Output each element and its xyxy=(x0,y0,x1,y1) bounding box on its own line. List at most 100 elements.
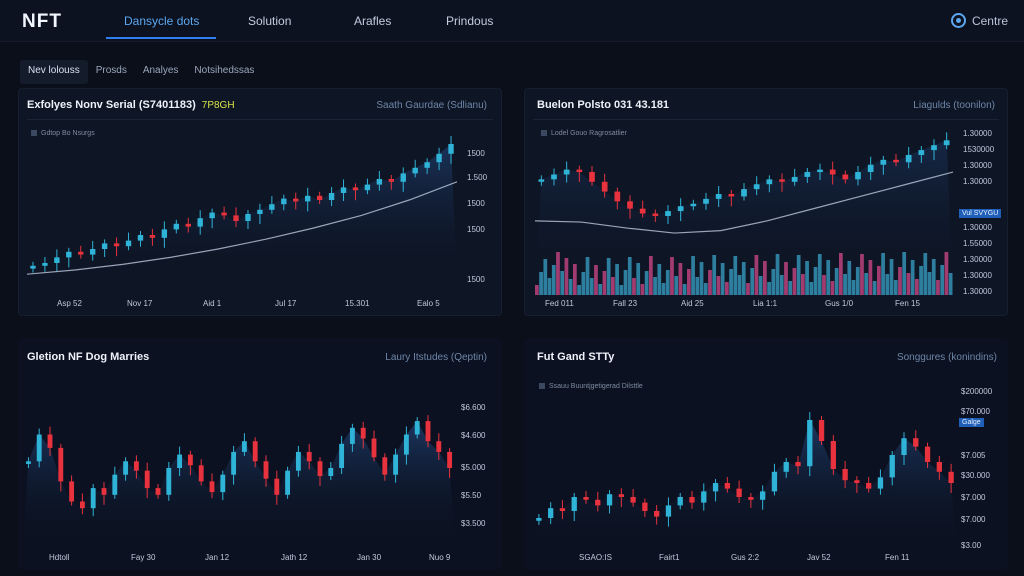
candle-body xyxy=(595,499,601,506)
candle-body xyxy=(779,179,785,182)
candle-body xyxy=(842,469,848,481)
volume-bar xyxy=(644,271,649,295)
panel-3-y-label: $5.50 xyxy=(461,491,482,500)
panel-4-y-label: $30.000 xyxy=(961,471,990,480)
candle-body xyxy=(58,447,64,482)
candle-body xyxy=(818,420,825,441)
candle-body xyxy=(548,508,554,518)
candle-body xyxy=(376,179,383,185)
volume-bar xyxy=(872,281,877,295)
candle-body xyxy=(665,211,671,216)
panel-1-divider xyxy=(27,119,493,120)
candle-body xyxy=(639,208,646,214)
candle-body xyxy=(893,159,899,163)
volume-bar xyxy=(763,261,767,295)
volume-bar xyxy=(754,255,759,295)
candle-body xyxy=(269,204,275,210)
volume-bar xyxy=(923,253,928,295)
volume-bar xyxy=(733,256,738,295)
candle-body xyxy=(173,223,179,230)
panel-1-y-label: 1.500 xyxy=(467,173,488,182)
volume-bar xyxy=(691,256,695,295)
candle-body xyxy=(149,235,156,238)
candle-body xyxy=(736,488,742,497)
candle-body xyxy=(728,194,735,197)
volume-bar xyxy=(581,272,586,295)
panel-2-candlestick-chart[interactable] xyxy=(534,125,954,295)
panel-3-x-label: Nuo 9 xyxy=(429,553,451,562)
centre-menu[interactable]: Centre xyxy=(950,13,1008,28)
candle-body xyxy=(447,451,453,468)
panel-2-x-label: Fed 011 xyxy=(545,299,574,308)
panel-2-x-label: Fen 15 xyxy=(895,299,920,308)
volume-bar xyxy=(577,285,581,295)
candle-body xyxy=(414,421,420,435)
candle-body xyxy=(241,441,247,452)
candle-body xyxy=(161,229,168,238)
panel-2-x-label: Aid 25 xyxy=(681,299,704,308)
volume-bar xyxy=(678,263,683,295)
candle-body xyxy=(209,481,215,493)
candle-body xyxy=(448,144,454,154)
app-logo[interactable]: NFT xyxy=(22,11,62,32)
candle-body xyxy=(855,172,861,180)
active-tab-indicator xyxy=(106,37,216,39)
volume-bar xyxy=(784,262,788,295)
volume-bar xyxy=(902,252,907,295)
candle-body xyxy=(715,194,722,199)
panel-1-x-label: Ealo 5 xyxy=(417,299,440,308)
volume-bar xyxy=(893,280,898,295)
candle-body xyxy=(233,215,239,221)
subtab-overview[interactable]: Nev lolouss xyxy=(20,60,88,84)
nav-tab-arafles[interactable]: Arafles xyxy=(354,14,392,28)
candle-body xyxy=(614,191,621,202)
candle-body xyxy=(36,434,42,462)
trend-line xyxy=(534,171,954,234)
subtab-analyes[interactable]: Analyes xyxy=(142,65,179,76)
candle-body xyxy=(677,206,684,212)
subtab-notsihedssas[interactable]: Notsihedssas xyxy=(194,65,255,76)
volume-bar xyxy=(682,284,687,295)
candle-body xyxy=(90,488,96,509)
volume-bar xyxy=(805,261,809,295)
volume-bar xyxy=(851,280,856,295)
candle-body xyxy=(66,251,72,258)
nav-tab-dashboards[interactable]: Dansycle dots xyxy=(124,14,200,28)
candle-body xyxy=(137,235,144,241)
candle-body xyxy=(665,505,672,517)
candle-body xyxy=(125,240,132,247)
panel-4-candlestick-chart[interactable] xyxy=(533,395,957,551)
candle-body xyxy=(412,167,418,174)
candle-body xyxy=(766,179,773,185)
panel-4-title: Fut Gand STTy xyxy=(537,351,615,363)
candle-body xyxy=(943,140,950,146)
chart-panel-3: Gletion NF Dog Marries Laury Itstudes (Q… xyxy=(18,338,502,570)
candle-body xyxy=(252,441,258,462)
candle-body xyxy=(866,483,872,489)
candle-body xyxy=(209,212,215,219)
volume-bar xyxy=(568,279,573,295)
panel-3-candlestick-chart[interactable] xyxy=(23,397,455,547)
nav-tab-solution[interactable]: Solution xyxy=(248,14,292,28)
volume-bar xyxy=(589,278,594,295)
volume-bar xyxy=(915,279,919,295)
chart-panel-2: Buelon Polsto 031 43.181 Liagulds (tooni… xyxy=(524,88,1008,316)
sub-navigation: Nev lolouss Prosds Analyes Notsihedssas xyxy=(20,60,262,84)
volume-bar xyxy=(906,273,911,295)
candle-body xyxy=(538,179,545,182)
volume-bar xyxy=(868,260,873,295)
panel-3-subtitle: Laury Itstudes (Qeptin) xyxy=(385,352,487,363)
panel-2-y-label: 1530000 xyxy=(963,145,995,154)
panel-1-candlestick-chart[interactable] xyxy=(26,129,458,289)
candle-body xyxy=(177,454,183,468)
nav-tab-prindous[interactable]: Prindous xyxy=(446,14,494,28)
volume-bar xyxy=(611,277,615,295)
subtab-prosds[interactable]: Prosds xyxy=(95,65,127,76)
candle-body xyxy=(382,457,388,475)
volume-bar xyxy=(830,281,835,295)
candle-body xyxy=(281,198,287,205)
candle-body xyxy=(316,195,323,200)
volume-bar xyxy=(716,276,721,295)
candle-body xyxy=(133,461,139,471)
volume-bar xyxy=(813,267,818,295)
